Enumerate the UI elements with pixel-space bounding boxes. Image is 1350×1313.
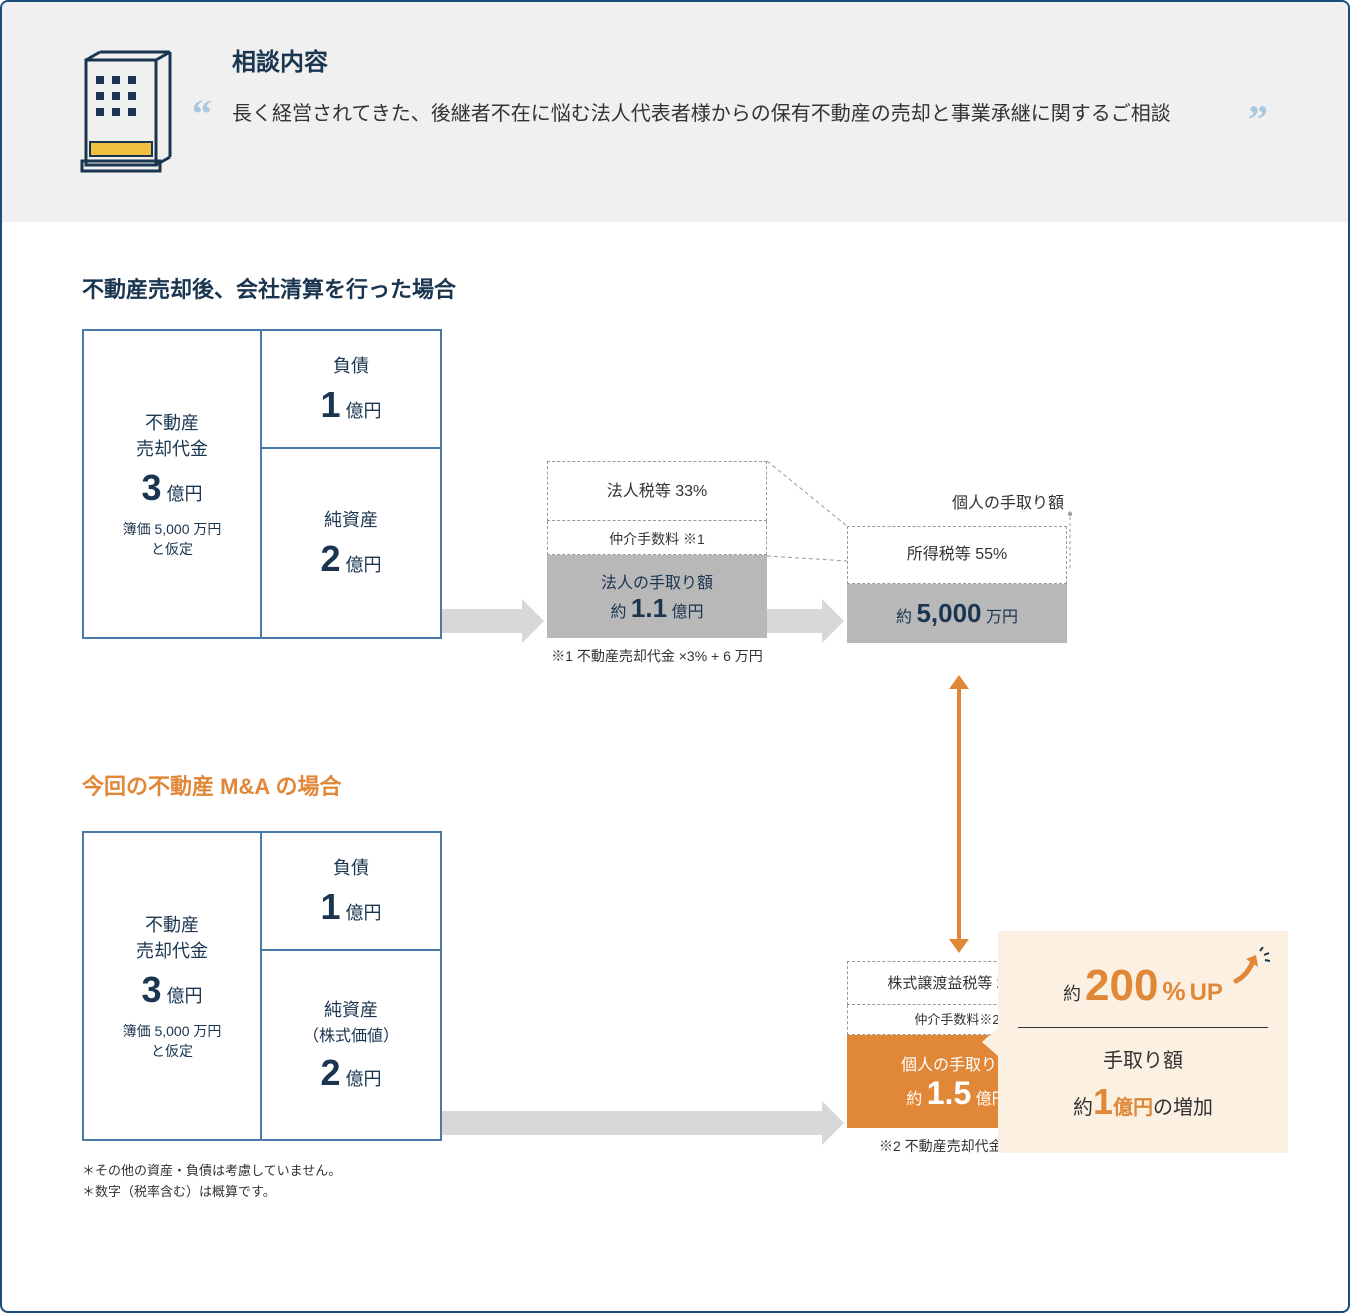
quote-close-icon: ” (1248, 96, 1268, 143)
header: “ 相談内容 長く経営されてきた、後継者不在に悩む法人代表者様からの保有不動産の… (2, 2, 1348, 222)
label: 法人の手取り額 (551, 569, 763, 593)
scenario1-title: 不動産売却後、会社清算を行った場合 (82, 272, 1288, 304)
num: 2 (320, 538, 340, 579)
label: 不動産 (145, 409, 199, 435)
main-area: 不動産売却後、会社清算を行った場合 不動産 売却代金 3 億円 簿価 5,000… (2, 222, 1348, 1311)
oku: 億円 (1113, 1097, 1153, 1119)
value: 2 億円 (320, 538, 381, 580)
label: 純資産 (324, 996, 378, 1022)
arrow1 (442, 609, 522, 633)
tax-seg: 所得税等 55% (847, 526, 1067, 584)
fee-seg: 仲介手数料 ※1 (547, 521, 767, 555)
label: 負債 (333, 352, 369, 378)
footnote-line: ＊その他の資産・負債は考慮していません。 (82, 1161, 341, 1182)
note: と仮定 (151, 1041, 193, 1061)
label: （株式価値） (303, 1022, 399, 1046)
suf: の増加 (1153, 1097, 1213, 1119)
label: 不動産 (145, 911, 199, 937)
scenario1-stack2: 所得税等 55% 約 5,000 万円 (847, 526, 1067, 643)
hl-top: 約 200 % UP (1018, 961, 1268, 1011)
num: 1.1 (631, 593, 667, 623)
up: UP (1190, 979, 1223, 1007)
arrow3 (442, 1111, 822, 1135)
label: 純資産 (324, 506, 378, 532)
quote-open-icon: “ (192, 90, 212, 137)
num: 1 (320, 886, 340, 927)
value: 3 億円 (141, 969, 202, 1011)
scenario2-debt-box: 負債 1 億円 (262, 831, 442, 951)
unit: 億円 (346, 1069, 382, 1089)
note: と仮定 (151, 539, 193, 559)
dashed-connectors (767, 461, 847, 561)
note: 簿価 5,000 万円 (123, 1021, 222, 1041)
label: 負債 (333, 854, 369, 880)
num: 5,000 (916, 598, 981, 628)
hl-bot: 約1億円の増加 (1018, 1081, 1268, 1123)
label: 売却代金 (136, 937, 208, 963)
unit: 億円 (167, 484, 203, 504)
header-content: “ 相談内容 長く経営されてきた、後継者不在に悩む法人代表者様からの保有不動産の… (212, 42, 1288, 133)
scenario1-sale-box: 不動産 売却代金 3 億円 簿価 5,000 万円 と仮定 (82, 329, 262, 639)
prefix: 約 (906, 1091, 926, 1108)
num: 200 (1085, 961, 1158, 1011)
unit: 億円 (346, 903, 382, 923)
scenario2: 不動産 売却代金 3 億円 簿価 5,000 万円 と仮定 負債 1 億円 純資… (82, 831, 1288, 1261)
header-title: 相談内容 (232, 42, 1268, 77)
value: 2 億円 (320, 1052, 381, 1094)
note: 簿価 5,000 万円 (123, 519, 222, 539)
arrow2 (767, 609, 822, 633)
individual-label: 個人の手取り額 (952, 489, 1064, 513)
pct: % (1162, 976, 1185, 1007)
num: 2 (320, 1052, 340, 1093)
scenario1-box-group: 不動産 売却代金 3 億円 簿価 5,000 万円 と仮定 負債 1 億円 純資… (82, 329, 442, 639)
main-container: “ 相談内容 長く経営されてきた、後継者不在に悩む法人代表者様からの保有不動産の… (0, 0, 1350, 1313)
scenario2-box-group: 不動産 売却代金 3 億円 簿価 5,000 万円 と仮定 負債 1 億円 純資… (82, 831, 442, 1141)
scenario2-net-box: 純資産 （株式価値） 2 億円 (262, 951, 442, 1141)
footnotes: ＊その他の資産・負債は考慮していません。 ＊数字（税率含む）は概算です。 (82, 1161, 341, 1261)
highlight-box: 約 200 % UP 手取り額 約1億円の増加 (998, 931, 1288, 1153)
scenario2-sale-box: 不動産 売却代金 3 億円 簿価 5,000 万円 と仮定 (82, 831, 262, 1141)
unit: 億円 (346, 555, 382, 575)
scenario1: 不動産 売却代金 3 億円 簿価 5,000 万円 と仮定 負債 1 億円 純資… (82, 329, 1288, 769)
num: 1 (320, 384, 340, 425)
value: 1 億円 (320, 886, 381, 928)
value: 約 1.1 億円 (551, 593, 763, 624)
unit: 億円 (667, 604, 703, 621)
prefix: 約 (610, 604, 630, 621)
scenario1-debt-box: 負債 1 億円 (262, 329, 442, 449)
divider (1018, 1027, 1268, 1028)
num: 3 (141, 969, 161, 1010)
hl-mid: 手取り額 (1018, 1044, 1268, 1073)
unit: 万円 (982, 609, 1018, 626)
scenario2-right-boxes: 負債 1 億円 純資産 （株式価値） 2 億円 (262, 831, 442, 1141)
scenario1-stack1: 法人税等 33% 仲介手数料 ※1 法人の手取り額 約 1.1 億円 ※1 不動… (547, 461, 767, 666)
num: 1.5 (927, 1075, 971, 1111)
caption: ※1 不動産売却代金 ×3% + 6 万円 (547, 646, 767, 666)
num: 3 (141, 467, 161, 508)
num: 1 (1093, 1081, 1113, 1122)
value: 3 億円 (141, 467, 202, 509)
unit: 億円 (346, 401, 382, 421)
scenario1-net-box: 純資産 2 億円 (262, 449, 442, 639)
indiv-line (1067, 511, 1073, 571)
corporate-takehome: 法人の手取り額 約 1.1 億円 (547, 555, 767, 638)
pre: 約 (1073, 1097, 1093, 1119)
unit: 億円 (167, 986, 203, 1006)
prefix: 約 (896, 609, 916, 626)
value: 1 億円 (320, 384, 381, 426)
scenario2-title: 今回の不動産 M&A の場合 (82, 769, 1288, 801)
scenario1-right-boxes: 負債 1 億円 純資産 2 億円 (262, 329, 442, 639)
about: 約 (1063, 980, 1081, 1006)
label: 売却代金 (136, 435, 208, 461)
individual-takehome: 約 5,000 万円 (847, 584, 1067, 643)
footnote-line: ＊数字（税率含む）は概算です。 (82, 1182, 341, 1203)
tax-seg: 法人税等 33% (547, 461, 767, 521)
header-description: 長く経営されてきた、後継者不在に悩む法人代表者様からの保有不動産の売却と事業承継… (232, 95, 1268, 133)
building-icon (62, 42, 182, 182)
